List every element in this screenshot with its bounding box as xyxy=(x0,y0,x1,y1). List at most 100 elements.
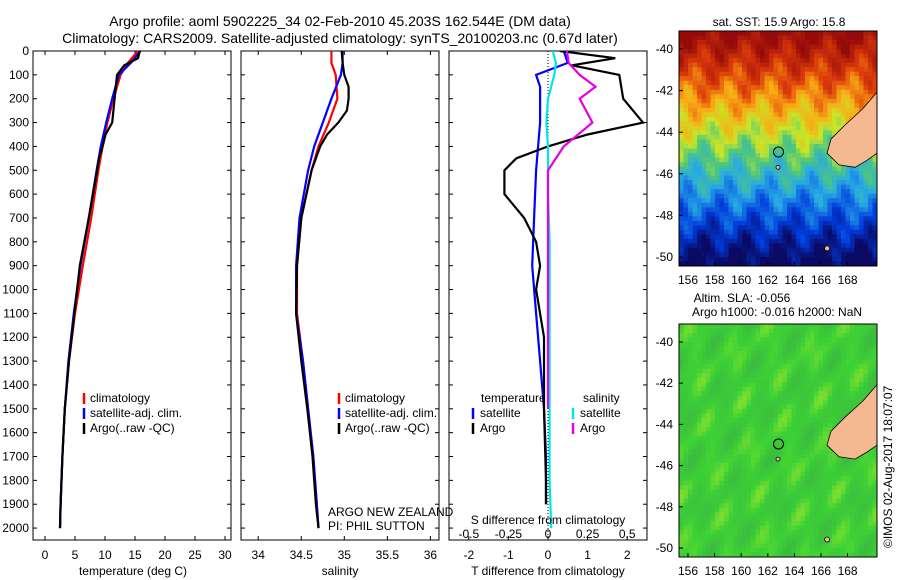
map-cell xyxy=(805,198,811,204)
map-cell xyxy=(859,252,865,258)
map-cell xyxy=(800,139,806,145)
map-cell xyxy=(728,395,734,401)
map-cell xyxy=(805,333,811,339)
map-cell xyxy=(724,516,730,522)
map-cell xyxy=(746,346,752,352)
map-cell xyxy=(755,359,761,365)
map-cell xyxy=(715,386,721,392)
series-line-satellite-adj-clim- xyxy=(58,51,142,529)
x-tick-label: 0 xyxy=(42,548,49,562)
map-cell xyxy=(823,134,829,140)
map-cell xyxy=(850,346,856,352)
map-cell xyxy=(697,485,703,491)
map-cell xyxy=(791,373,797,379)
map-cell xyxy=(737,364,743,370)
map-cell xyxy=(796,521,802,527)
map-cell xyxy=(868,359,874,365)
map-cell xyxy=(719,31,725,37)
map-cell xyxy=(814,211,820,217)
map-cell xyxy=(760,116,766,122)
map-cell xyxy=(800,503,806,509)
map-cell xyxy=(742,543,748,549)
map-cell xyxy=(728,229,734,235)
map-cell xyxy=(868,243,874,249)
map-cell xyxy=(809,171,815,177)
map-cell xyxy=(827,58,833,64)
map-cell xyxy=(692,431,698,437)
map-cell xyxy=(823,333,829,339)
map-cell xyxy=(679,543,685,549)
map-cell xyxy=(782,368,788,374)
map-cell xyxy=(683,180,689,186)
map-cell xyxy=(728,337,734,343)
map-cell xyxy=(688,333,694,339)
map-cell xyxy=(863,234,869,240)
map-cell xyxy=(836,76,842,82)
map-cell xyxy=(827,261,833,266)
legend-label: Argo xyxy=(580,421,606,435)
map-cell xyxy=(832,243,838,249)
map-cell xyxy=(782,98,788,104)
map-cell xyxy=(850,58,856,64)
map-cell xyxy=(733,480,739,486)
map-lon-label: 166 xyxy=(811,564,831,578)
map-cell xyxy=(706,436,712,442)
map-cell xyxy=(733,552,739,557)
map-cell xyxy=(863,44,869,50)
map-cell xyxy=(701,440,707,446)
map-cell xyxy=(773,498,779,504)
map-cell xyxy=(787,220,793,226)
map-cell xyxy=(706,184,712,190)
map-cell xyxy=(701,418,707,424)
map-cell xyxy=(724,480,730,486)
map-cell xyxy=(724,539,730,545)
map-cell xyxy=(787,125,793,131)
map-cell xyxy=(800,480,806,486)
map-cell xyxy=(800,31,806,37)
map-cell xyxy=(854,257,860,263)
map-cell xyxy=(791,116,797,122)
map-cell xyxy=(845,107,851,113)
map-cell xyxy=(868,467,874,473)
map-cell xyxy=(755,341,761,347)
map-cell xyxy=(701,324,707,330)
map-cell xyxy=(796,243,802,249)
map-cell xyxy=(868,453,874,459)
map-cell xyxy=(782,485,788,491)
map-cell xyxy=(769,148,775,154)
map-cell xyxy=(800,350,806,356)
map-cell xyxy=(782,458,788,464)
map-cell xyxy=(737,184,743,190)
map-cell xyxy=(715,207,721,213)
map-cell xyxy=(742,171,748,177)
map-cell xyxy=(814,148,820,154)
map-cell xyxy=(809,166,815,172)
map-cell xyxy=(737,134,743,140)
map-cell xyxy=(859,552,865,557)
map-cell xyxy=(751,44,757,50)
map-cell xyxy=(809,31,815,37)
map-cell xyxy=(710,333,716,339)
map-cell xyxy=(746,436,752,442)
map-cell xyxy=(728,404,734,410)
map-cell xyxy=(737,543,743,549)
map-cell xyxy=(805,337,811,343)
map-cell xyxy=(809,189,815,195)
map-cell xyxy=(706,49,712,55)
map-cell xyxy=(827,71,833,77)
map-cell xyxy=(773,391,779,397)
map-cell xyxy=(701,512,707,518)
map-cell xyxy=(850,193,856,199)
map-cell xyxy=(688,62,694,68)
map-cell xyxy=(800,458,806,464)
map-cell xyxy=(796,539,802,545)
map-cell xyxy=(733,175,739,181)
map-cell xyxy=(742,31,748,37)
map-cell xyxy=(836,247,842,253)
map-cell xyxy=(715,71,721,77)
map-cell xyxy=(800,512,806,518)
map-cell xyxy=(751,58,757,64)
map-cell xyxy=(719,341,725,347)
map-cell xyxy=(791,80,797,86)
